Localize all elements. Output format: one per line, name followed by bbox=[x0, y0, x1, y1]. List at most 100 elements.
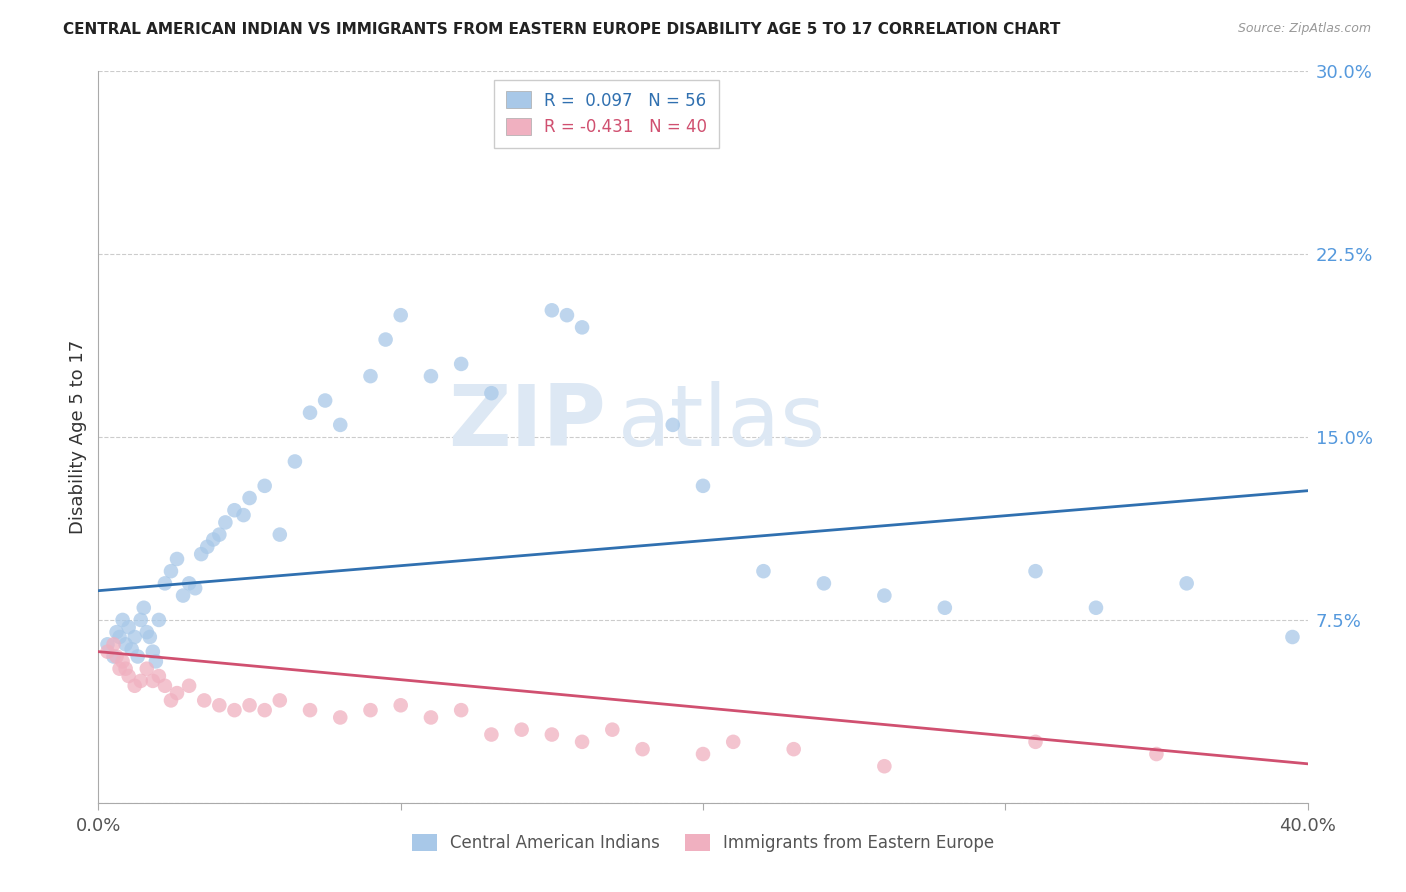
Point bbox=[139, 630, 162, 644]
Point bbox=[934, 600, 956, 615]
Point bbox=[124, 679, 146, 693]
Point bbox=[813, 576, 835, 591]
Point bbox=[752, 564, 775, 578]
Point bbox=[602, 723, 624, 737]
Point bbox=[132, 600, 155, 615]
Point bbox=[208, 698, 231, 713]
Point bbox=[153, 576, 176, 591]
Point bbox=[208, 527, 231, 541]
Point bbox=[108, 630, 131, 644]
Point bbox=[692, 479, 714, 493]
Point bbox=[1281, 630, 1303, 644]
Point bbox=[1085, 600, 1108, 615]
Point bbox=[314, 393, 336, 408]
Point bbox=[142, 645, 165, 659]
Point bbox=[360, 703, 382, 717]
Point bbox=[299, 703, 322, 717]
Point bbox=[145, 654, 167, 668]
Point bbox=[253, 703, 276, 717]
Point bbox=[160, 693, 183, 707]
Point bbox=[148, 613, 170, 627]
Point bbox=[135, 625, 157, 640]
Point bbox=[631, 742, 654, 756]
Point bbox=[195, 540, 218, 554]
Text: CENTRAL AMERICAN INDIAN VS IMMIGRANTS FROM EASTERN EUROPE DISABILITY AGE 5 TO 17: CENTRAL AMERICAN INDIAN VS IMMIGRANTS FR… bbox=[63, 22, 1060, 37]
Point bbox=[723, 735, 745, 749]
Point bbox=[239, 491, 262, 505]
Point bbox=[555, 308, 578, 322]
Point bbox=[224, 703, 246, 717]
Point bbox=[96, 645, 118, 659]
Text: Source: ZipAtlas.com: Source: ZipAtlas.com bbox=[1237, 22, 1371, 36]
Point bbox=[239, 698, 262, 713]
Point bbox=[540, 727, 562, 741]
Point bbox=[420, 369, 443, 384]
Point bbox=[389, 698, 412, 713]
Point bbox=[571, 735, 593, 749]
Text: atlas: atlas bbox=[619, 381, 827, 464]
Point bbox=[481, 727, 503, 741]
Point bbox=[1024, 564, 1046, 578]
Point bbox=[224, 503, 246, 517]
Point bbox=[269, 693, 291, 707]
Point bbox=[118, 620, 141, 634]
Point bbox=[129, 673, 152, 688]
Point bbox=[481, 386, 503, 401]
Point bbox=[103, 637, 125, 651]
Point bbox=[105, 625, 128, 640]
Point bbox=[692, 747, 714, 761]
Point bbox=[269, 527, 291, 541]
Point bbox=[420, 710, 443, 724]
Point bbox=[1175, 576, 1198, 591]
Point bbox=[1144, 747, 1167, 761]
Point bbox=[142, 673, 165, 688]
Point bbox=[450, 357, 472, 371]
Point bbox=[103, 649, 125, 664]
Point bbox=[160, 564, 183, 578]
Point bbox=[1024, 735, 1046, 749]
Point bbox=[121, 642, 143, 657]
Point bbox=[284, 454, 307, 468]
Point bbox=[299, 406, 322, 420]
Point bbox=[179, 576, 201, 591]
Point bbox=[374, 333, 396, 347]
Point bbox=[214, 516, 236, 530]
Point bbox=[190, 547, 212, 561]
Point bbox=[114, 662, 136, 676]
Point bbox=[873, 589, 896, 603]
Point bbox=[389, 308, 412, 322]
Point bbox=[360, 369, 382, 384]
Point bbox=[571, 320, 593, 334]
Point bbox=[111, 654, 134, 668]
Point bbox=[184, 581, 207, 595]
Text: ZIP: ZIP bbox=[449, 381, 606, 464]
Point bbox=[510, 723, 533, 737]
Point bbox=[118, 669, 141, 683]
Point bbox=[111, 613, 134, 627]
Point bbox=[329, 710, 352, 724]
Point bbox=[135, 662, 157, 676]
Point bbox=[166, 686, 188, 700]
Point bbox=[166, 552, 188, 566]
Point bbox=[114, 637, 136, 651]
Point bbox=[873, 759, 896, 773]
Point bbox=[127, 649, 149, 664]
Point bbox=[783, 742, 806, 756]
Point bbox=[329, 417, 352, 432]
Point bbox=[179, 679, 201, 693]
Point bbox=[96, 637, 118, 651]
Point bbox=[232, 508, 254, 522]
Point bbox=[129, 613, 152, 627]
Point bbox=[105, 649, 128, 664]
Point bbox=[450, 703, 472, 717]
Point bbox=[540, 303, 562, 318]
Y-axis label: Disability Age 5 to 17: Disability Age 5 to 17 bbox=[69, 340, 87, 534]
Point bbox=[148, 669, 170, 683]
Point bbox=[153, 679, 176, 693]
Point bbox=[202, 533, 225, 547]
Point bbox=[193, 693, 215, 707]
Point bbox=[124, 630, 146, 644]
Legend: Central American Indians, Immigrants from Eastern Europe: Central American Indians, Immigrants fro… bbox=[404, 825, 1002, 860]
Point bbox=[108, 662, 131, 676]
Point bbox=[253, 479, 276, 493]
